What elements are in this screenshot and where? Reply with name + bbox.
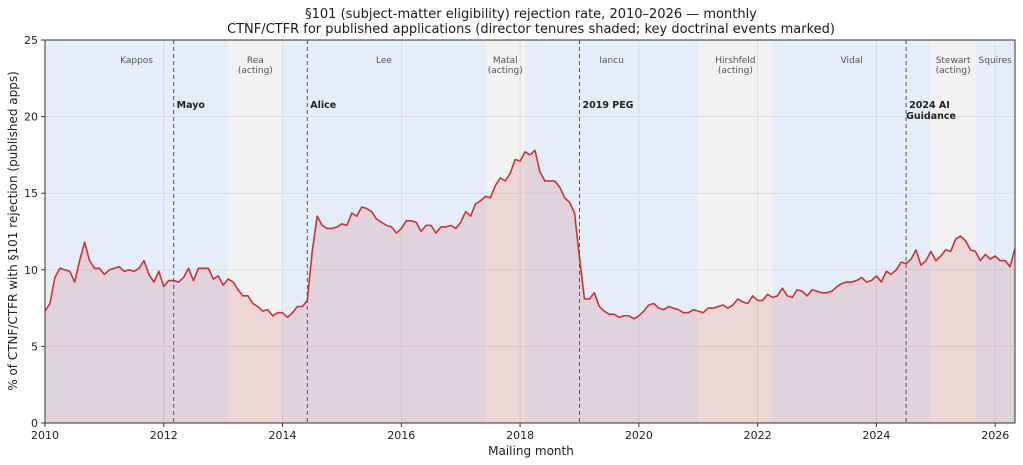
tenure-note-rea: (acting) [238, 66, 273, 76]
chart-subtitle: CTNF/CTFR for published applications (di… [227, 22, 835, 37]
tenure-label-matal: Matal [493, 56, 518, 66]
chart-title: §101 (subject-matter eligibility) reject… [305, 7, 757, 22]
x-axis-label: Mailing month [488, 444, 574, 458]
tenure-label-iancu: Iancu [599, 56, 624, 66]
tenure-band-matal [485, 40, 526, 423]
event-label-1: Alice [310, 100, 336, 111]
tenure-label-kappos: Kappos [120, 56, 153, 66]
x-tick-label: 2022 [744, 429, 772, 442]
tenure-band-rea [228, 40, 283, 423]
x-tick-label: 2016 [387, 429, 415, 442]
tenure-band-stewart [930, 40, 976, 423]
tenure-band-vidal [772, 40, 931, 423]
x-tick-label: 2010 [31, 429, 59, 442]
x-tick-label: 2014 [269, 429, 297, 442]
event-label-3: 2024 AI [909, 100, 950, 111]
event-label-3-line2: Guidance [906, 111, 956, 122]
tenure-bands [45, 40, 1015, 423]
tenure-band-lee [282, 40, 486, 423]
tenure-note-stewart: (acting) [936, 66, 971, 76]
y-tick-label: 5 [31, 340, 38, 353]
y-tick-label: 15 [24, 187, 38, 200]
tenure-label-stewart: Stewart [936, 56, 971, 66]
tenure-band-iancu [525, 40, 699, 423]
tenure-label-squires: Squires [979, 56, 1013, 66]
tenure-label-hirshfeld: Hirshfeld [715, 56, 755, 66]
tenure-band-kappos [45, 40, 229, 423]
y-axis-ticks: 0 5 10 15 20 25 [24, 34, 45, 430]
y-axis-label: % of CTNF/CTFR with §101 rejection (publ… [6, 71, 20, 391]
rejection-rate-line [44, 149, 1016, 320]
plot-frame [44, 39, 1016, 424]
x-tick-label: 2020 [625, 429, 653, 442]
tenure-note-matal: (acting) [488, 66, 523, 76]
y-tick-label: 0 [31, 417, 38, 430]
rejection-rate-area [45, 150, 1015, 424]
tenure-label-lee: Lee [376, 56, 392, 66]
x-tick-label: 2026 [981, 429, 1009, 442]
tenure-band-hirshfeld [698, 40, 773, 423]
x-tick-label: 2012 [150, 429, 178, 442]
tenure-label-rea: Rea [247, 56, 264, 66]
tenure-label-vidal: Vidal [841, 56, 863, 66]
tenure-note-hirshfeld: (acting) [718, 66, 753, 76]
event-label-2: 2019 PEG [582, 100, 633, 111]
event-label-0: Mayo [177, 100, 206, 111]
x-axis-ticks: 2010 2012 2014 2016 2018 2020 2022 2024 2026 [31, 423, 1009, 442]
y-tick-label: 25 [24, 34, 38, 47]
y-tick-label: 10 [24, 264, 38, 277]
x-tick-label: 2024 [862, 429, 890, 442]
tenure-labels: Kappos Rea(acting)Lee Matal(acting)Iancu Hi… [120, 56, 1012, 76]
y-tick-label: 20 [24, 111, 38, 124]
x-tick-label: 2018 [506, 429, 534, 442]
